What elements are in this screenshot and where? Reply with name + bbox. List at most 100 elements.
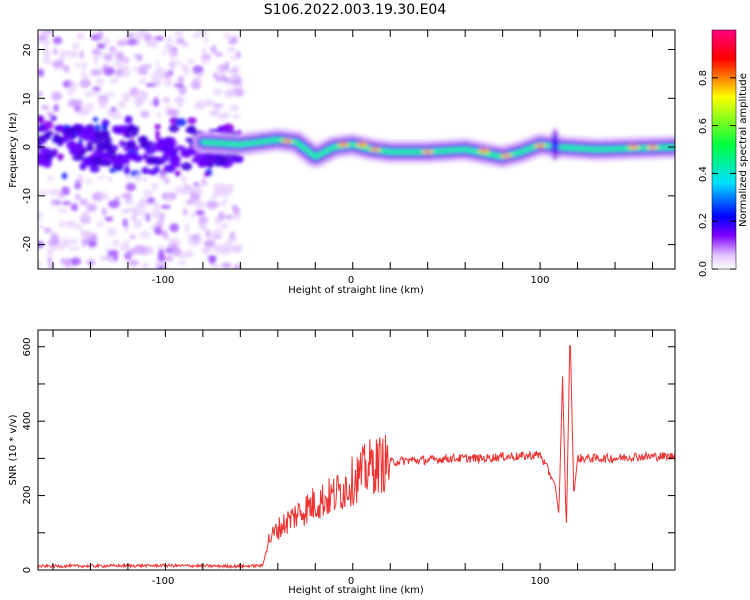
noise-blob (98, 255, 108, 262)
noise-blob (112, 125, 125, 135)
noise-blob (190, 184, 202, 194)
noise-blob (58, 220, 65, 228)
noise-blob (162, 97, 171, 103)
noise-blob (59, 192, 64, 199)
noise-blob (121, 92, 132, 102)
noise-blob (97, 175, 105, 180)
spectrogram-ticks (38, 30, 675, 269)
snr-ytick-label: 200 (22, 485, 33, 504)
noise-blob (122, 239, 130, 250)
noise-blob (193, 32, 200, 39)
noise-blob (85, 178, 93, 185)
snr-frame (37, 329, 676, 571)
noise-blob (48, 189, 61, 196)
noise-blob (133, 145, 140, 152)
noise-blob (46, 249, 52, 257)
noise-blob (234, 88, 245, 97)
noise-blob (61, 186, 70, 196)
noise-blob (214, 75, 225, 82)
snr-ticks (38, 330, 675, 571)
noise-blob (154, 226, 162, 236)
noise-blob (160, 204, 172, 209)
noise-blob (178, 104, 183, 110)
noise-blob (162, 49, 167, 56)
noise-blob (116, 40, 127, 46)
noise-blob (217, 211, 225, 222)
noise-blob (85, 102, 95, 112)
noise-blob (67, 98, 79, 108)
noise-blob (51, 91, 63, 101)
noise-blob (79, 162, 87, 171)
noise-blob (163, 141, 176, 150)
noise-blob (131, 216, 136, 221)
noise-blob (101, 123, 108, 132)
noise-blob (193, 103, 202, 109)
noise-blob (95, 160, 109, 167)
noise-blob (231, 244, 241, 253)
noise-blob (83, 147, 95, 152)
noise-blob (126, 125, 140, 133)
noise-blob (47, 176, 55, 181)
noise-blob (162, 72, 171, 79)
spectrogram-xtick-label: 0 (348, 275, 354, 286)
noise-blob (38, 126, 48, 133)
noise-blob (235, 50, 242, 59)
noise-blob (41, 57, 50, 64)
noise-blob (121, 208, 129, 214)
noise-blob (142, 176, 148, 182)
noise-blob (151, 72, 163, 83)
ridge-hotspot (480, 149, 487, 153)
noise-blob (157, 265, 165, 269)
snr-plot-area (38, 344, 675, 570)
noise-blob (123, 35, 130, 42)
noise-blob (203, 172, 210, 177)
noise-blob (161, 192, 167, 201)
noise-blob (109, 78, 119, 85)
spectrogram-ytick-label: 0 (22, 144, 33, 150)
noise-blob (103, 53, 114, 62)
noise-blob (62, 65, 70, 72)
noise-blob (53, 104, 59, 112)
noise-blob (201, 247, 211, 255)
noise-blob (132, 66, 138, 73)
noise-blob (143, 32, 152, 42)
noise-blob (92, 86, 101, 91)
noise-blob (187, 58, 196, 64)
ridge-hotspot (649, 145, 656, 149)
noise-blob (98, 99, 107, 110)
noise-blob (176, 95, 184, 103)
spectrogram-ytick-label: 10 (22, 93, 33, 106)
noise-blob (127, 259, 140, 267)
noise-blob (214, 51, 223, 57)
snr-ytick-label: 0 (22, 567, 33, 573)
noise-blob (210, 256, 216, 262)
noise-blob (218, 184, 227, 193)
noise-blob (217, 69, 225, 75)
noise-blob (101, 207, 107, 217)
noise-blob (89, 165, 100, 173)
noise-blob (166, 254, 174, 262)
noise-blob (175, 118, 187, 127)
noise-blob (133, 244, 146, 255)
noise-blob (141, 261, 149, 269)
noise-blob (169, 223, 180, 233)
ridge-hotspot (630, 145, 637, 149)
noise-blob (71, 154, 85, 161)
noise-blob (140, 110, 150, 118)
noise-blob (185, 199, 195, 205)
snr-panel: -100 0 100 Height of straight line (km) … (8, 329, 676, 596)
noise-blob (206, 200, 218, 210)
noise-blob (142, 190, 154, 197)
noise-blob (182, 182, 187, 192)
noise-blob (38, 224, 45, 230)
noise-blob (155, 131, 160, 142)
noise-blob (212, 71, 218, 79)
noise-blob (104, 216, 114, 222)
noise-blob (69, 246, 80, 251)
noise-blob (91, 48, 101, 55)
noise-blob (136, 53, 143, 62)
spectrogram-ytick-label: -10 (22, 188, 33, 204)
noise-blob (219, 111, 231, 119)
noise-blob (213, 158, 227, 166)
noise-blob (203, 154, 215, 160)
